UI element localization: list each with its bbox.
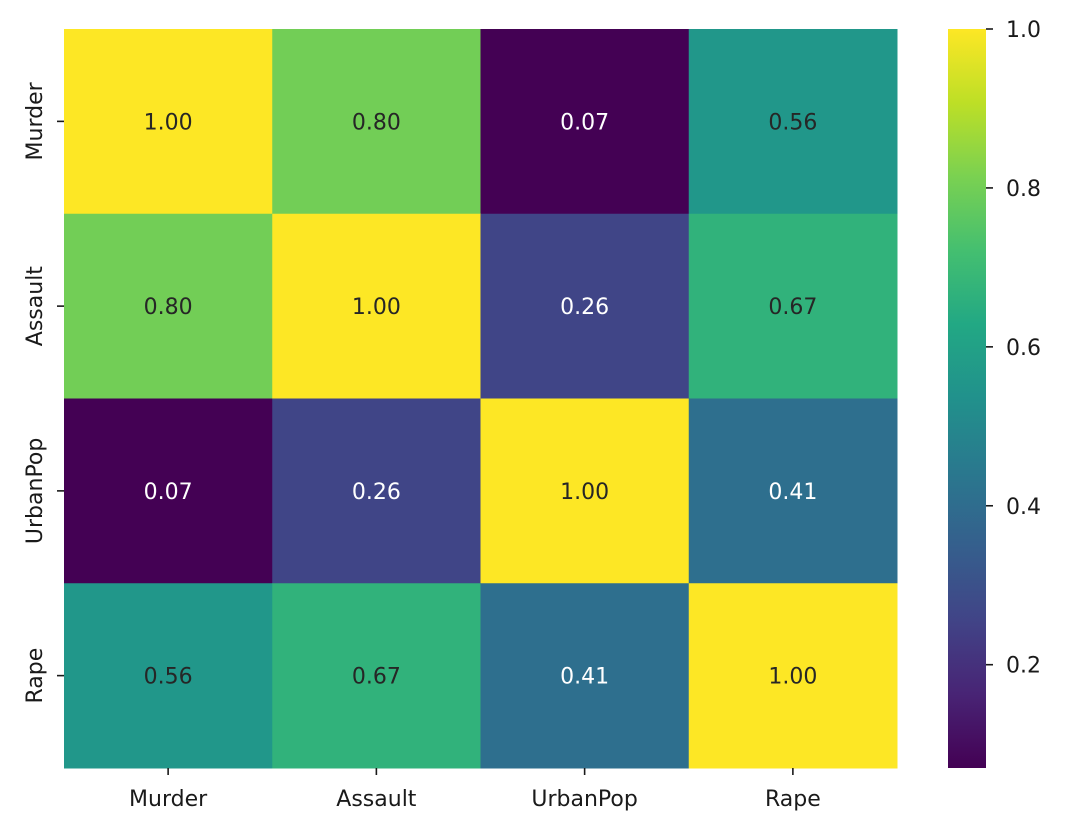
heatmap-cell-label: 0.67 <box>768 295 817 320</box>
x-tick-label: Assault <box>336 787 417 812</box>
colorbar-tick-label: 1.0 <box>1006 18 1041 43</box>
heatmap-cell-label: 0.26 <box>352 480 401 505</box>
heatmap-cell <box>688 583 898 769</box>
y-tick-label: Murder <box>23 81 48 160</box>
colorbar-tick-label: 0.4 <box>1006 495 1041 520</box>
colorbar-tick-label: 0.2 <box>1006 654 1041 679</box>
heatmap-cell-label: 1.00 <box>768 665 817 690</box>
heatmap-cell <box>480 398 690 584</box>
colorbar-tick-label: 0.8 <box>1006 177 1041 202</box>
x-tick-label: Rape <box>765 787 821 812</box>
colorbar-gradient <box>948 29 986 768</box>
heatmap-cell-label: 0.26 <box>560 295 609 320</box>
x-tick-label: UrbanPop <box>531 787 637 812</box>
heatmap-cell-label: 0.56 <box>144 665 193 690</box>
heatmap-cell <box>688 213 898 399</box>
x-axis: Murder Assault UrbanPop Rape <box>129 768 821 812</box>
heatmap-cell-labels: 1.00 0.80 0.07 0.56 0.80 1.00 0.26 0.67 0.07 0.26… <box>144 110 818 689</box>
heatmap-cell <box>480 213 690 399</box>
heatmap-cell-label: 0.80 <box>352 110 401 135</box>
heatmap-cell <box>64 398 273 584</box>
y-axis: Murder Assault UrbanPop Rape <box>23 81 64 704</box>
heatmap-cell <box>64 213 273 399</box>
heatmap-cell <box>64 29 273 215</box>
x-tick-label: Murder <box>129 787 208 812</box>
heatmap-cell-label: 0.80 <box>144 295 193 320</box>
heatmap-cell-label: 0.07 <box>560 110 609 135</box>
heatmap-cell-label: 0.41 <box>768 480 817 505</box>
colorbar-tick-label: 0.6 <box>1006 336 1041 361</box>
heatmap-cell <box>272 398 481 584</box>
heatmap-cell-label: 0.56 <box>768 110 817 135</box>
colorbar: 0.2 0.4 0.6 0.8 1.0 <box>948 18 1041 768</box>
heatmap-cell <box>272 213 481 399</box>
heatmap-cell <box>64 583 273 769</box>
heatmap-cell <box>480 583 690 769</box>
heatmap-cell-label: 1.00 <box>560 480 609 505</box>
heatmap-cells <box>64 29 898 769</box>
heatmap-cell-label: 0.07 <box>144 480 193 505</box>
heatmap-cell <box>688 398 898 584</box>
heatmap-cell-label: 0.41 <box>560 665 609 690</box>
heatmap-cell-label: 1.00 <box>352 295 401 320</box>
heatmap-cell <box>272 583 481 769</box>
y-tick-label: Rape <box>23 648 48 704</box>
heatmap-cell-label: 1.00 <box>144 110 193 135</box>
y-tick-label: Assault <box>23 266 48 347</box>
heatmap-cell <box>480 29 690 215</box>
heatmap-cell-label: 0.67 <box>352 665 401 690</box>
y-tick-label: UrbanPop <box>23 438 48 544</box>
heatmap-cell <box>688 29 898 215</box>
heatmap-cell <box>272 29 481 215</box>
